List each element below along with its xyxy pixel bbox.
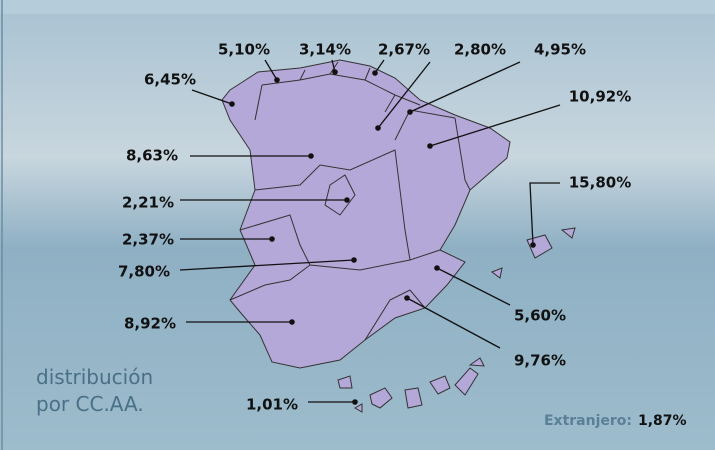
region-label: 6,45% <box>144 71 196 89</box>
region-dot <box>407 109 413 115</box>
region-dot <box>434 265 440 271</box>
caption-line: por CC.AA. <box>36 392 144 416</box>
region-dot <box>289 319 295 325</box>
region-label: 4,95% <box>534 41 586 59</box>
map-page: 6,45% 5,10% 3,14% 2,67% 2,80% 4,95% 10,92% 8,63… <box>0 0 715 450</box>
region-dot <box>229 101 235 107</box>
region-label: 10,92% <box>569 88 631 106</box>
region-dot <box>372 70 378 76</box>
region-label: 2,37% <box>122 231 174 249</box>
region-label: 7,80% <box>118 263 170 281</box>
region-label: 9,76% <box>514 352 566 370</box>
region-label: 5,10% <box>218 41 270 59</box>
region-dot <box>332 69 338 75</box>
region-dot <box>351 257 357 263</box>
region-label: 5,60% <box>514 307 566 325</box>
region-dot <box>308 153 314 159</box>
caption-line: distribución <box>36 365 153 389</box>
abroad-value: 1,87% <box>638 413 687 429</box>
region-label: 2,67% <box>378 41 430 59</box>
region-dot <box>530 242 536 248</box>
region-dot <box>269 236 275 242</box>
region-label: 8,63% <box>126 147 178 165</box>
region-dot <box>404 295 410 301</box>
abroad-label: Extranjero: <box>544 413 632 429</box>
region-dot <box>274 77 280 83</box>
region-label: 1,01% <box>246 396 298 414</box>
top-band <box>0 0 715 14</box>
region-label: 2,21% <box>122 194 174 212</box>
region-label: 3,14% <box>299 41 351 59</box>
region-dot <box>375 125 381 131</box>
region-dot <box>344 197 350 203</box>
region-label: 8,92% <box>124 315 176 333</box>
region-label: 15,80% <box>569 174 631 192</box>
region-label: 2,80% <box>454 41 506 59</box>
region-dot <box>427 143 433 149</box>
region-dot <box>352 399 358 405</box>
